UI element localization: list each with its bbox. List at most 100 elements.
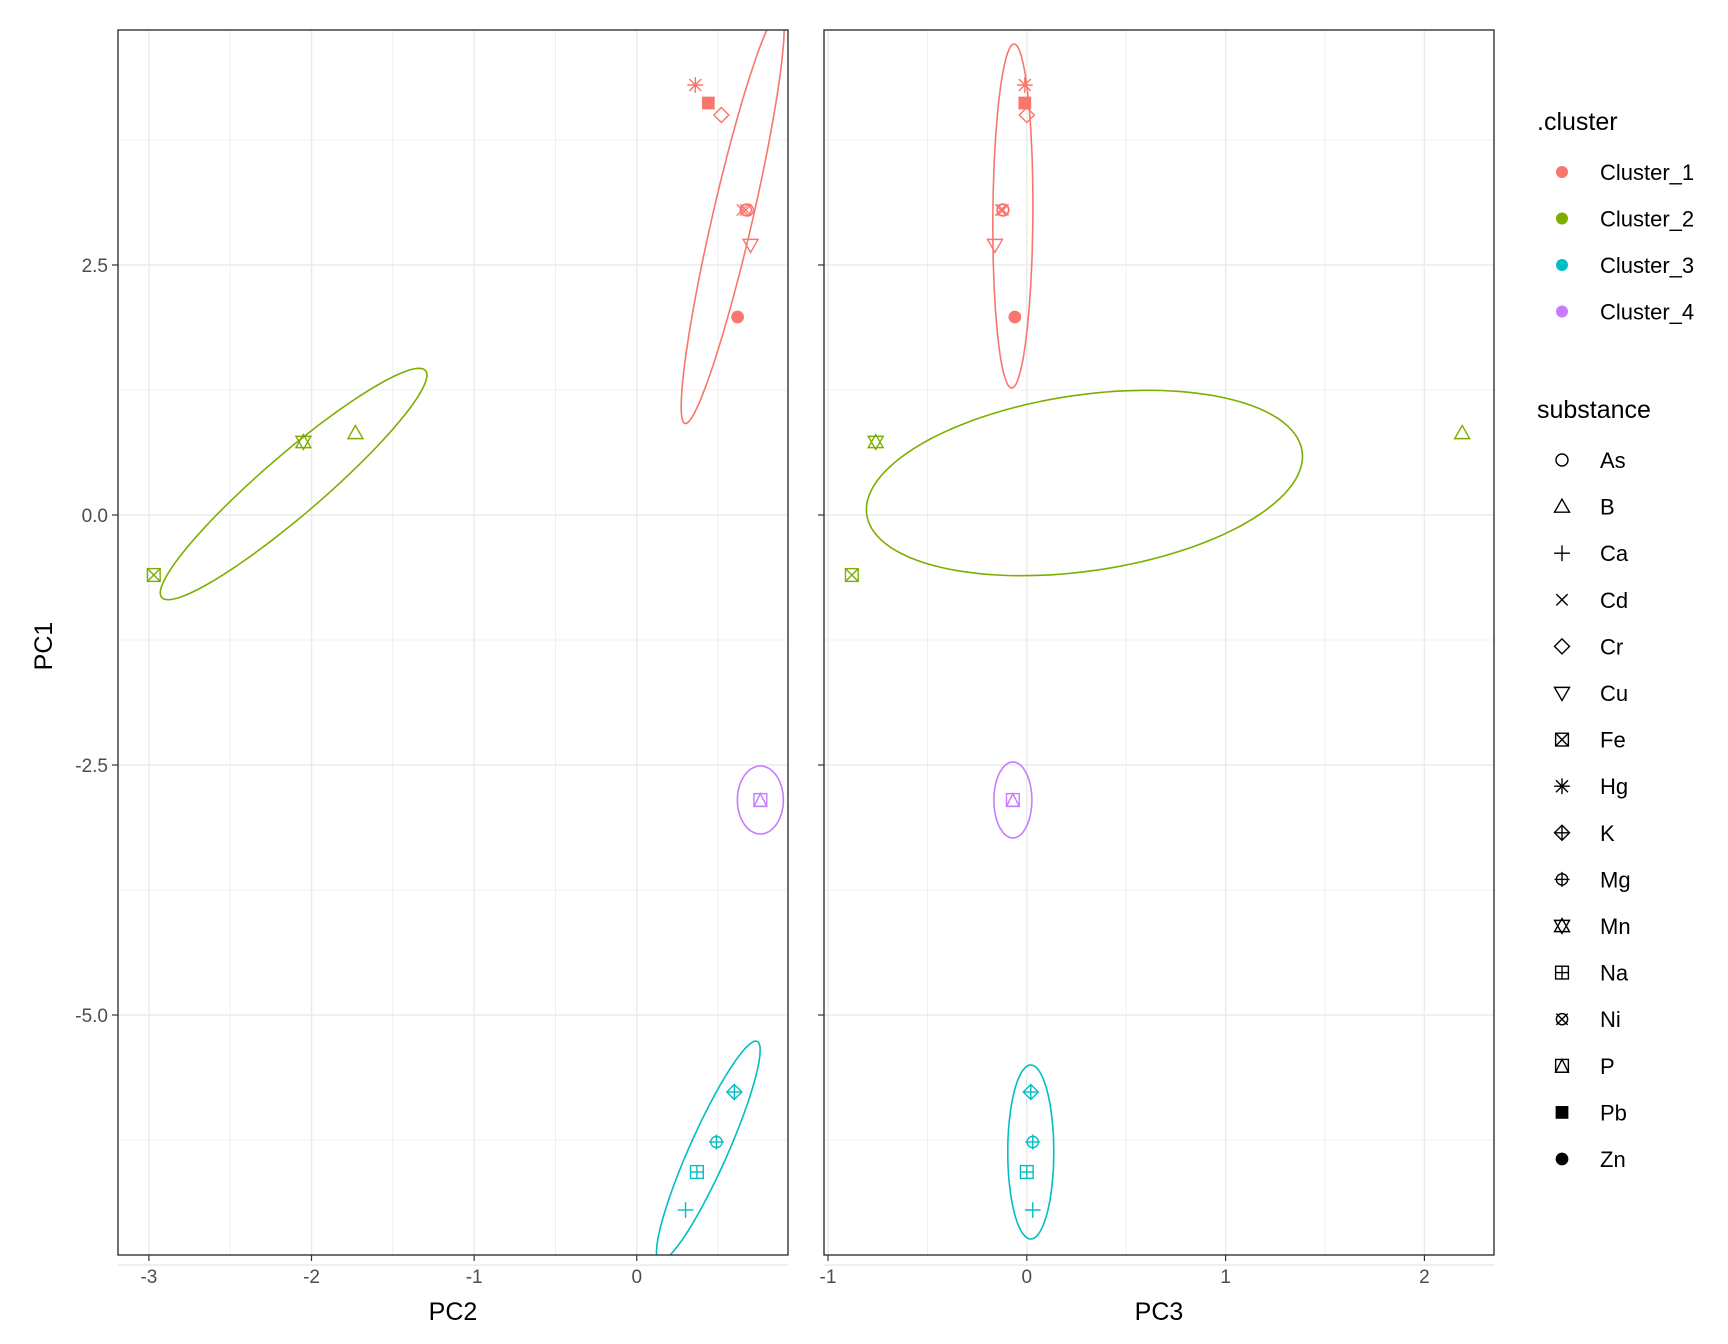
legend-label-pb: Pb <box>1600 1100 1627 1125</box>
ellipse-cluster-2 <box>159 367 428 601</box>
legend-label-na: Na <box>1600 961 1629 986</box>
legend-key-cluster-1 <box>1556 166 1568 178</box>
legend-key-mn <box>1553 917 1571 935</box>
ellipse-cluster-4 <box>736 765 785 835</box>
legend-label-cluster-4: Cluster_4 <box>1600 300 1694 325</box>
point-b <box>1453 424 1471 440</box>
point-fe <box>146 567 161 583</box>
legend-cluster: .cluster Cluster_1 Cluster_2 Cluster_3 Clus… <box>1537 108 1694 325</box>
legend-label-zn: Zn <box>1600 1147 1626 1172</box>
legend-substance-title: substance <box>1537 396 1651 424</box>
ellipse-cluster-2 <box>865 389 1304 577</box>
cluster-ellipses <box>159 30 786 1255</box>
x-axis: -1 0 1 2 <box>820 1255 1430 1288</box>
panel-pc2: -3 -2 -1 0 <box>117 29 789 1288</box>
legend-label-cluster-1: Cluster_1 <box>1600 160 1694 185</box>
legend-key-cd <box>1555 593 1569 606</box>
grid <box>118 30 788 1266</box>
legend-key-hg <box>1554 778 1570 795</box>
legend-label-b: B <box>1600 495 1615 520</box>
legend-key-cu <box>1553 686 1571 702</box>
legend-label-mg: Mg <box>1600 867 1631 892</box>
point-ni <box>739 203 753 217</box>
ellipse-cluster-3 <box>1006 1064 1055 1240</box>
point-fe <box>844 567 859 583</box>
x-tick-label: -1 <box>820 1267 837 1288</box>
legend-label-cr: Cr <box>1600 634 1623 659</box>
legend-key-cluster-4 <box>1556 305 1568 318</box>
point-zn <box>731 310 744 324</box>
legend-key-cluster-2 <box>1556 212 1568 225</box>
legend-key-p <box>1554 1057 1570 1073</box>
point-ca <box>1024 1202 1041 1218</box>
legend-label-k: K <box>1600 821 1615 846</box>
x-axis-title-pc2: PC2 <box>429 1298 478 1326</box>
data-points <box>844 77 1471 1218</box>
grid <box>824 30 1494 1266</box>
point-pb <box>701 96 715 110</box>
point-cd <box>736 203 749 217</box>
point-na <box>1019 1164 1034 1180</box>
x-tick-label: 0 <box>1022 1267 1033 1288</box>
ellipse-cluster-4 <box>993 761 1033 839</box>
legend-label-cluster-2: Cluster_2 <box>1600 207 1694 232</box>
legend-label-as: As <box>1600 448 1626 473</box>
point-cr <box>712 106 730 124</box>
legend-label-ca: Ca <box>1600 541 1629 566</box>
point-p <box>1005 792 1021 808</box>
legend-key-na <box>1554 965 1570 980</box>
y-axis: 2.5 0.0 -2.5 -5.0 <box>75 256 824 1027</box>
point-zn <box>1008 310 1022 324</box>
legend-label-fe: Fe <box>1600 728 1626 753</box>
point-k <box>725 1083 743 1101</box>
point-ca <box>677 1202 694 1218</box>
data-points <box>146 77 768 1218</box>
legend-key-pb <box>1555 1106 1569 1119</box>
legend-key-ni <box>1555 1012 1569 1026</box>
point-pb <box>1018 96 1032 110</box>
x-tick-label: -1 <box>466 1267 483 1288</box>
ellipse-cluster-3 <box>655 1040 761 1255</box>
x-tick-label: 2 <box>1419 1267 1430 1288</box>
y-axis-title: PC1 <box>30 622 58 671</box>
y-tick-label: 0.0 <box>82 506 108 527</box>
legend-label-hg: Hg <box>1600 774 1628 799</box>
legend-key-zn <box>1555 1152 1569 1166</box>
y-tick-label: -5.0 <box>75 1006 108 1027</box>
x-axis-title-pc3: PC3 <box>1135 1298 1184 1326</box>
panel-border <box>823 29 1495 1256</box>
ellipse-cluster-1 <box>991 43 1034 389</box>
point-na <box>689 1164 705 1180</box>
y-tick-label: -2.5 <box>75 756 108 777</box>
x-tick-label: -2 <box>303 1267 320 1288</box>
cluster-ellipses <box>865 43 1304 1240</box>
legend-label-cluster-3: Cluster_3 <box>1600 253 1694 278</box>
x-tick-label: 0 <box>631 1267 642 1288</box>
point-cu <box>986 238 1004 254</box>
point-b <box>346 424 365 440</box>
legend-cluster-title: .cluster <box>1537 108 1618 136</box>
point-mg <box>708 1134 724 1150</box>
point-mn <box>866 433 885 451</box>
x-tick-label: 1 <box>1220 1267 1231 1288</box>
x-tick-label: -3 <box>140 1267 157 1288</box>
point-hg <box>687 77 704 93</box>
point-cr <box>1018 106 1036 124</box>
legend-key-cluster-3 <box>1556 259 1568 271</box>
legend-label-ni: Ni <box>1600 1007 1621 1032</box>
point-k <box>1022 1083 1040 1101</box>
point-mg <box>1025 1134 1041 1150</box>
legend-key-ca <box>1554 545 1570 562</box>
panel-pc3: -1 0 1 2 <box>820 29 1495 1288</box>
point-mn <box>294 433 313 451</box>
legend-label-mn: Mn <box>1600 914 1631 939</box>
legend-key-cr <box>1553 637 1571 655</box>
panel-border <box>117 29 789 1256</box>
point-p <box>752 792 768 808</box>
y-tick-label: 2.5 <box>82 256 108 277</box>
legend-key-b <box>1553 497 1571 513</box>
ellipse-cluster-1 <box>680 30 786 425</box>
legend-label-cd: Cd <box>1600 588 1628 613</box>
